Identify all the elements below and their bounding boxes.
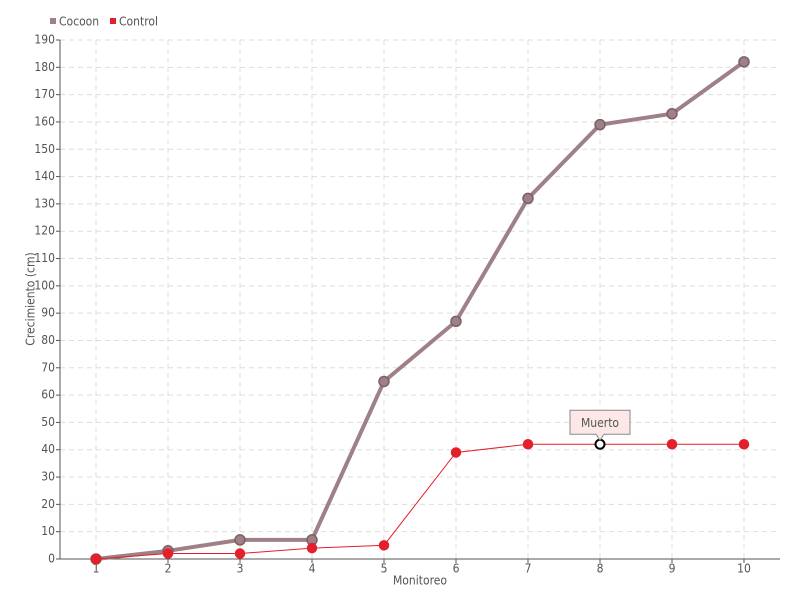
data-point: [738, 56, 750, 68]
y-tick-label: 160: [34, 114, 55, 128]
y-tick-label: 140: [34, 169, 55, 183]
y-tick-label: 0: [48, 552, 55, 566]
y-tick-label: 30: [41, 470, 55, 484]
y-tick-label: 90: [41, 306, 55, 320]
legend-swatch: [50, 18, 56, 24]
legend-label: Control: [119, 15, 158, 29]
data-point: [162, 548, 174, 559]
x-axis-title: Monitoreo: [393, 574, 447, 588]
y-tick-label: 50: [41, 415, 55, 429]
x-tick-label: 2: [165, 562, 172, 576]
annotation-box: [569, 409, 631, 442]
series-line: [95, 60, 746, 561]
y-tick-label: 100: [34, 278, 55, 292]
y-tick-label: 10: [41, 524, 55, 538]
x-tick-label: 6: [453, 562, 460, 576]
annotation-text: Muerto: [581, 416, 619, 430]
data-point: [378, 540, 390, 551]
y-tick-label: 60: [41, 388, 55, 402]
data-point: [90, 553, 102, 565]
legend-swatch: [110, 18, 116, 24]
x-tick-label: 10: [737, 562, 751, 576]
data-point: [522, 192, 534, 205]
y-tick-label: 120: [34, 224, 55, 238]
x-tick-label: 1: [93, 562, 100, 576]
y-tick-label: 40: [41, 442, 55, 456]
data-point: [666, 108, 678, 120]
data-point: [522, 439, 534, 450]
series-line: [95, 443, 744, 560]
data-point: [234, 534, 246, 546]
data-point: [738, 439, 750, 450]
y-tick-label: 20: [41, 497, 55, 511]
x-tick-label: 3: [237, 562, 244, 576]
y-tick-label: 80: [41, 333, 55, 347]
y-axis-title: Crecimiento (cm): [24, 252, 38, 345]
y-tick-label: 170: [34, 87, 55, 101]
data-point: [378, 375, 390, 388]
y-tick-label: 150: [34, 142, 55, 156]
x-tick-label: 9: [669, 562, 676, 576]
x-tick-label: 5: [381, 562, 388, 576]
data-point: [450, 315, 462, 328]
legend-label: Cocoon: [59, 15, 99, 29]
y-tick-label: 180: [34, 60, 55, 74]
data-point: [234, 548, 246, 559]
y-tick-label: 130: [34, 196, 55, 210]
data-point: [450, 447, 462, 458]
data-point: [594, 118, 606, 131]
y-tick-label: 70: [41, 360, 55, 374]
x-tick-label: 8: [597, 562, 604, 576]
y-tick-label: 110: [34, 251, 55, 265]
data-point: [666, 439, 678, 450]
data-point: [306, 542, 318, 554]
y-tick-label: 190: [34, 33, 55, 47]
x-tick-label: 7: [525, 562, 532, 576]
x-tick-label: 4: [309, 562, 316, 576]
